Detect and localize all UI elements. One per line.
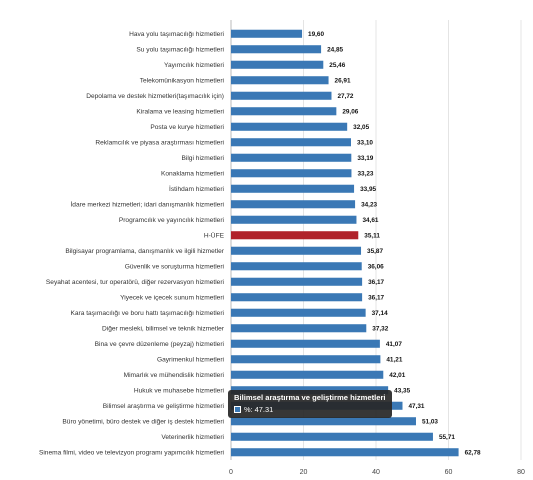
bar[interactable] <box>231 60 324 69</box>
category-label: Veterinerlik hizmetleri <box>161 434 224 441</box>
bar[interactable] <box>231 215 357 224</box>
value-label: 19,60 <box>308 31 324 38</box>
x-tick-label: 40 <box>372 469 380 476</box>
bar[interactable] <box>231 308 366 317</box>
bar[interactable] <box>231 432 433 441</box>
category-label: Seyahat acentesi, tur operatörü, diğer r… <box>46 279 225 286</box>
category-label: Bilgi hizmetleri <box>181 155 224 162</box>
category-label: Telekomünikasyon hizmetleri <box>140 78 225 85</box>
category-label: İdare merkezi hizmetleri; idari danışman… <box>70 200 224 209</box>
value-label: 37,32 <box>372 326 388 333</box>
value-label: 55,71 <box>439 434 455 441</box>
tooltip-title: Bilimsel araştırma ve geliştirme hizmetl… <box>234 393 386 402</box>
category-label: Bilgisayar programlama, danışmanlık ve i… <box>65 248 224 255</box>
value-label: 33,19 <box>357 155 373 162</box>
category-label: Posta ve kurye hizmetleri <box>150 124 224 131</box>
value-label: 26,91 <box>335 78 351 85</box>
category-label: Depolama ve destek hizmetleri(taşımacılı… <box>86 93 224 100</box>
bar[interactable] <box>231 76 329 85</box>
value-label: 27,72 <box>337 93 353 100</box>
category-label: Konaklama hizmetleri <box>161 171 225 178</box>
bar[interactable] <box>231 200 356 209</box>
x-tick-label: 20 <box>300 469 308 476</box>
category-label: Hava yolu taşımacılığı hizmetleri <box>129 31 224 38</box>
value-label: 29,06 <box>342 109 358 116</box>
value-label: 43,35 <box>394 388 410 395</box>
value-label: 34,23 <box>361 202 377 209</box>
bar[interactable] <box>231 324 367 333</box>
value-label: 35,87 <box>367 248 383 255</box>
x-axis-ticks: 0 20 40 60 80 <box>229 469 525 476</box>
category-label: H-ÜFE <box>204 232 225 240</box>
value-label: 62,78 <box>465 450 481 457</box>
value-label: 25,46 <box>329 62 345 69</box>
value-label: 47,31 <box>408 403 424 410</box>
value-label: 24,85 <box>327 47 343 54</box>
category-label: Diğer mesleki, bilimsel ve teknik hizmet… <box>102 326 225 333</box>
bar[interactable] <box>231 45 322 54</box>
bar[interactable] <box>231 370 384 379</box>
category-label: Gayrimenkul hizmetleri <box>157 357 225 364</box>
x-tick-label: 80 <box>517 469 525 476</box>
tooltip-row: %: 47.31 <box>234 405 386 414</box>
x-tick-label: 0 <box>229 469 233 476</box>
category-label: Bina ve çevre düzenleme (peyzaj) hizmetl… <box>95 341 225 348</box>
bar[interactable] <box>231 277 363 286</box>
category-label: Yayımcılık hizmetleri <box>164 62 224 69</box>
value-labels: 19,60 24,85 25,46 26,91 27,72 29,06 32,05 33,10… <box>308 31 481 457</box>
bar[interactable] <box>231 262 362 271</box>
bar[interactable] <box>231 417 416 426</box>
bar[interactable] <box>231 184 355 193</box>
value-label: 51,03 <box>422 419 438 426</box>
bar[interactable] <box>231 231 359 240</box>
category-label: Kara taşımacılığı ve boru hattı taşımacı… <box>70 310 224 317</box>
bar[interactable] <box>231 169 352 178</box>
bar[interactable] <box>231 153 352 162</box>
value-label: 32,05 <box>353 124 369 131</box>
tooltip-value: %: 47.31 <box>244 405 274 414</box>
x-tick-label: 60 <box>445 469 453 476</box>
bar[interactable] <box>231 448 459 457</box>
category-label: Mimarlık ve mühendislik hizmetleri <box>124 372 225 379</box>
value-label: 33,23 <box>357 171 373 178</box>
value-label: 34,61 <box>362 217 378 224</box>
value-label: 36,06 <box>368 264 384 271</box>
value-label: 35,11 <box>364 233 380 240</box>
category-label: Bilimsel araştırma ve geliştirme hizmetl… <box>103 403 225 410</box>
value-label: 33,10 <box>357 140 373 147</box>
bar[interactable] <box>231 246 362 255</box>
bar[interactable] <box>231 293 363 302</box>
bar[interactable] <box>231 91 332 100</box>
category-label: Su yolu taşımacılığı hizmetleri <box>136 47 224 54</box>
bar[interactable] <box>231 122 348 131</box>
category-labels: Hava yolu taşımacılığı hizmetleri Su yolu… <box>39 31 225 457</box>
value-label: 41,07 <box>386 341 402 348</box>
category-label: Güvenlik ve soruşturma hizmetleri <box>125 264 225 271</box>
category-label: İstihdam hizmetleri <box>169 184 225 193</box>
category-label: Programcılık ve yayıncılık hizmetleri <box>119 217 225 224</box>
value-label: 36,17 <box>368 295 384 302</box>
category-label: Büro yönetimi, büro destek ve diğer iş d… <box>62 419 224 426</box>
category-label: Sinema filmi, video ve televizyon progra… <box>39 450 225 457</box>
bar[interactable] <box>231 339 380 348</box>
value-label: 36,17 <box>368 279 384 286</box>
tooltip: Bilimsel araştırma ve geliştirme hizmetl… <box>228 390 392 418</box>
tooltip-swatch <box>234 406 241 413</box>
category-label: Yiyecek ve içecek sunum hizmetleri <box>120 295 224 302</box>
bar[interactable] <box>231 138 351 147</box>
category-label: Hukuk ve muhasebe hizmetleri <box>134 388 225 395</box>
bar[interactable] <box>231 355 381 364</box>
category-label: Reklamcılık ve piyasa araştırması hizmet… <box>95 140 224 147</box>
bar[interactable] <box>231 29 303 38</box>
bar[interactable] <box>231 107 337 116</box>
category-label: Kiralama ve leasing hizmetleri <box>136 109 224 116</box>
value-label: 41,21 <box>386 357 402 364</box>
value-label: 33,95 <box>360 186 376 193</box>
value-label: 42,01 <box>389 372 405 379</box>
value-label: 37,14 <box>372 310 388 317</box>
